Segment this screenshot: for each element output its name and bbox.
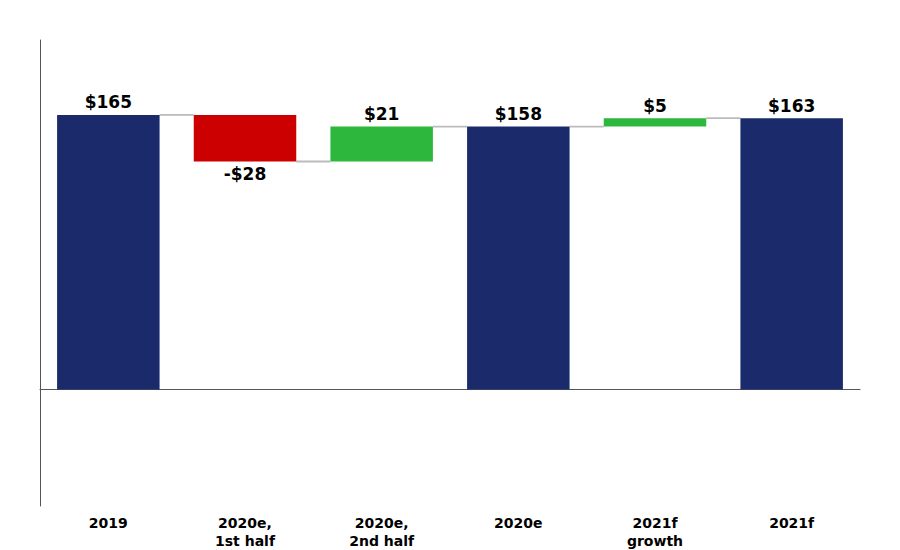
svg-text:-$28: -$28 bbox=[224, 164, 267, 184]
svg-text:2nd half: 2nd half bbox=[349, 533, 415, 549]
svg-text:$5: $5 bbox=[643, 96, 667, 116]
svg-text:2020e: 2020e bbox=[494, 515, 542, 531]
svg-text:2021f: 2021f bbox=[632, 515, 678, 531]
svg-text:2019: 2019 bbox=[89, 515, 128, 531]
svg-text:1st half: 1st half bbox=[215, 533, 276, 549]
svg-text:$158: $158 bbox=[495, 104, 542, 124]
svg-text:2020e,: 2020e, bbox=[218, 515, 272, 531]
svg-text:$165: $165 bbox=[85, 92, 132, 112]
svg-text:2020e,: 2020e, bbox=[355, 515, 409, 531]
svg-text:2021f: 2021f bbox=[769, 515, 815, 531]
svg-text:$21: $21 bbox=[364, 104, 400, 124]
svg-text:growth: growth bbox=[627, 533, 683, 549]
svg-text:$163: $163 bbox=[768, 96, 815, 116]
